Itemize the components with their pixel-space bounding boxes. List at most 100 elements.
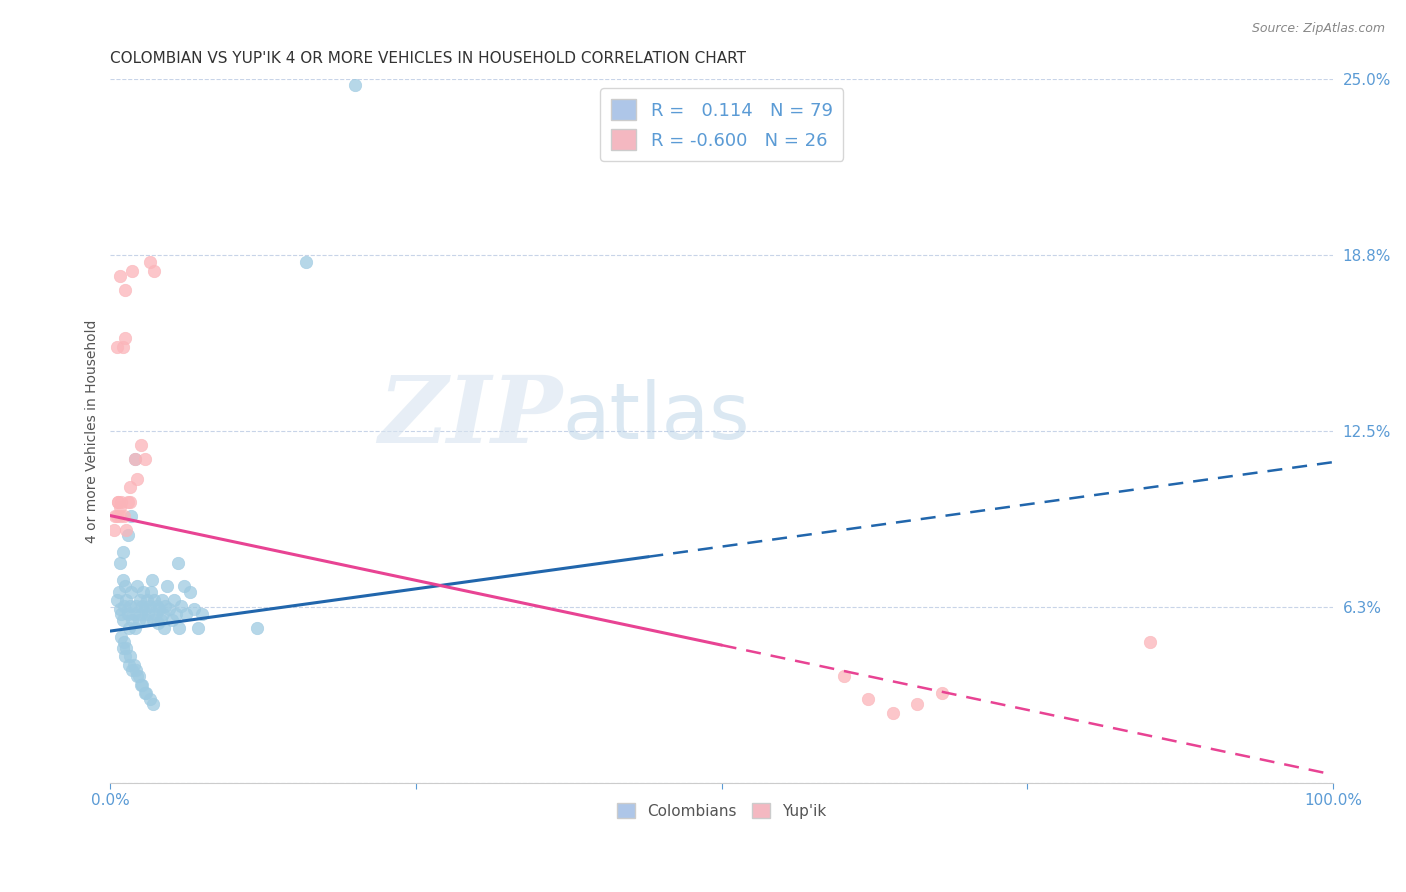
Point (107, 494, 129, 508)
Point (108, 269, 131, 284)
Point (111, 640, 134, 655)
Point (125, 664, 148, 678)
Point (191, 607, 214, 622)
Point (149, 613, 172, 627)
Point (134, 452, 156, 467)
Point (114, 331, 136, 345)
Point (127, 579, 149, 593)
Point (111, 613, 134, 627)
Legend: Colombians, Yup'ik: Colombians, Yup'ik (610, 797, 832, 825)
Point (122, 607, 145, 622)
Point (111, 545, 134, 559)
Point (138, 691, 160, 706)
Point (107, 494, 129, 508)
Point (131, 677, 153, 691)
Point (124, 621, 146, 635)
Point (134, 686, 156, 700)
Point (118, 494, 141, 508)
Point (120, 584, 142, 599)
Point (142, 613, 165, 627)
Point (157, 601, 180, 615)
Point (246, 621, 269, 635)
Point (115, 523, 138, 537)
Point (118, 649, 141, 664)
Point (132, 584, 155, 599)
Point (882, 706, 904, 720)
Point (131, 599, 153, 613)
Point (118, 657, 141, 672)
Point (105, 593, 128, 607)
Point (138, 255, 160, 269)
Point (146, 615, 169, 630)
Point (124, 452, 146, 467)
Point (105, 508, 128, 523)
Point (146, 599, 169, 613)
Point (148, 601, 170, 615)
Point (183, 601, 205, 615)
Point (112, 508, 135, 523)
Point (142, 697, 165, 711)
Point (136, 607, 159, 622)
Point (108, 508, 131, 523)
Point (120, 508, 142, 523)
Point (143, 593, 166, 607)
Point (108, 557, 131, 571)
Point (127, 669, 149, 683)
Point (128, 613, 150, 627)
Point (108, 601, 131, 615)
Point (179, 584, 201, 599)
Point (155, 599, 177, 613)
Point (110, 494, 132, 508)
Point (167, 621, 190, 635)
Point (129, 677, 152, 691)
Point (112, 635, 135, 649)
Point (105, 340, 128, 354)
Point (166, 557, 188, 571)
Point (156, 579, 179, 593)
Point (128, 593, 150, 607)
Point (112, 599, 135, 613)
Text: Source: ZipAtlas.com: Source: ZipAtlas.com (1251, 22, 1385, 36)
Point (136, 593, 159, 607)
Point (111, 340, 134, 354)
Point (134, 601, 156, 615)
Text: atlas: atlas (562, 379, 751, 455)
Point (110, 607, 132, 622)
Point (187, 621, 209, 635)
Point (127, 472, 149, 486)
Point (139, 584, 162, 599)
Point (122, 657, 145, 672)
Point (121, 613, 143, 627)
Point (103, 523, 125, 537)
Point (115, 593, 138, 607)
Point (117, 607, 139, 622)
Point (108, 500, 131, 515)
Point (104, 508, 127, 523)
Text: ZIP: ZIP (378, 372, 562, 462)
Point (295, 255, 318, 269)
Point (343, 78, 366, 92)
Point (174, 607, 197, 622)
Point (163, 593, 186, 607)
Point (143, 264, 166, 278)
Point (832, 669, 855, 683)
Point (152, 607, 174, 622)
Point (124, 452, 146, 467)
Point (128, 669, 150, 683)
Point (141, 574, 163, 588)
Point (121, 664, 143, 678)
Point (118, 621, 141, 635)
Point (170, 599, 193, 613)
Point (129, 607, 152, 622)
Point (108, 584, 131, 599)
Text: COLOMBIAN VS YUP'IK 4 OR MORE VEHICLES IN HOUSEHOLD CORRELATION CHART: COLOMBIAN VS YUP'IK 4 OR MORE VEHICLES I… (111, 51, 747, 66)
Point (114, 649, 136, 664)
Point (121, 264, 143, 278)
Point (115, 640, 138, 655)
Point (160, 613, 183, 627)
Point (931, 686, 953, 700)
Point (135, 613, 157, 627)
Point (905, 697, 928, 711)
Point (165, 607, 187, 622)
Point (173, 579, 195, 593)
